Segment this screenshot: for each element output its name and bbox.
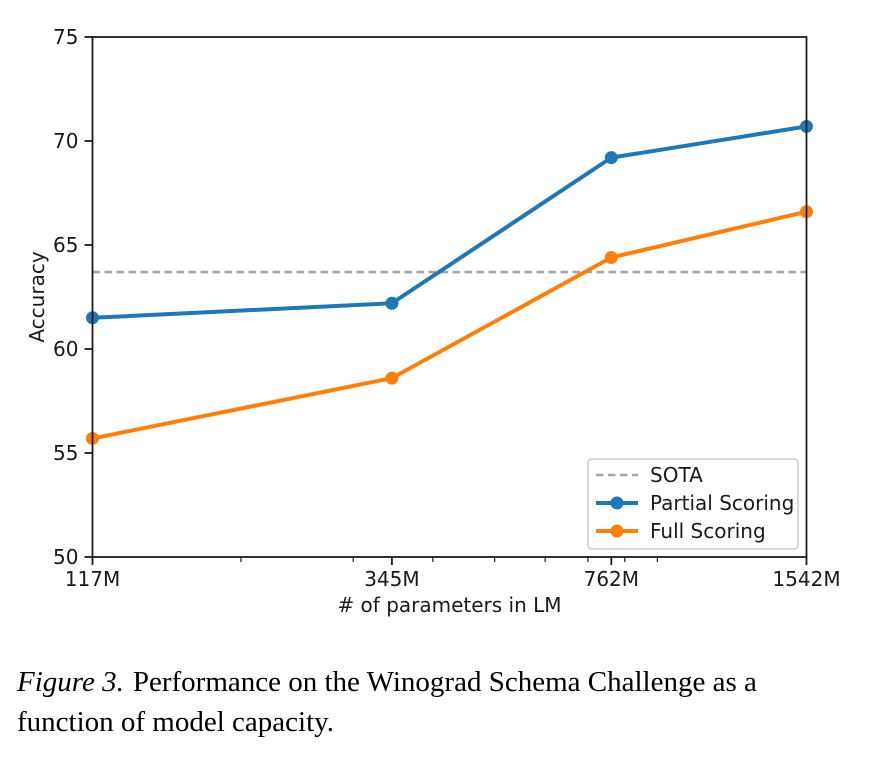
full-scoring-series (86, 205, 813, 445)
plot-border (91, 36, 808, 558)
x-tick-label: 1542M (772, 567, 840, 591)
y-axis-label: Accuracy (25, 251, 49, 342)
y-tick-label: 70 (53, 129, 78, 153)
partial-scoring-marker (604, 151, 618, 165)
chart-legend: SOTA Partial Scoring Full Scoring (587, 458, 799, 550)
winograd-accuracy-line-chart: 50 55 60 65 70 75 117M 345M 762M 1542M # of parame… (25, 25, 841, 617)
y-tick-label: 50 (53, 545, 78, 569)
x-axis-label: # of parameters in LM (337, 593, 561, 617)
legend-entry-label: Partial Scoring (650, 491, 794, 515)
x-tick-label: 762M (584, 567, 639, 591)
legend-sample-marker (610, 496, 624, 510)
partial-scoring-line (90, 124, 809, 320)
full-scoring-line (90, 209, 809, 441)
x-axis: 117M 345M 762M 1542M (65, 557, 841, 591)
legend-sample-marker (610, 524, 624, 538)
full-scoring-marker (385, 371, 399, 385)
full-scoring-marker (604, 250, 618, 264)
y-tick-label: 55 (53, 441, 78, 465)
legend-entry-label: SOTA (650, 463, 703, 487)
figure-caption: Figure 3. Performance on the Winograd Sch… (17, 662, 863, 742)
legend-entry-label: Full Scoring (650, 519, 766, 543)
figure-caption-text-line1: Performance on the Winograd Schema Chall… (132, 666, 757, 698)
x-tick-label: 345M (364, 567, 419, 591)
y-axis: 50 55 60 65 70 75 (53, 25, 93, 569)
y-tick-label: 60 (53, 337, 78, 361)
legend-box (587, 458, 799, 550)
partial-scoring-marker (385, 296, 399, 310)
x-tick-label: 117M (65, 567, 120, 591)
y-tick-label: 75 (53, 25, 78, 49)
partial-scoring-series (86, 119, 813, 325)
figure-caption-text-line2: function of model capacity. (17, 706, 335, 738)
y-tick-label: 65 (53, 233, 78, 257)
figure-caption-number: Figure 3. (17, 666, 124, 698)
